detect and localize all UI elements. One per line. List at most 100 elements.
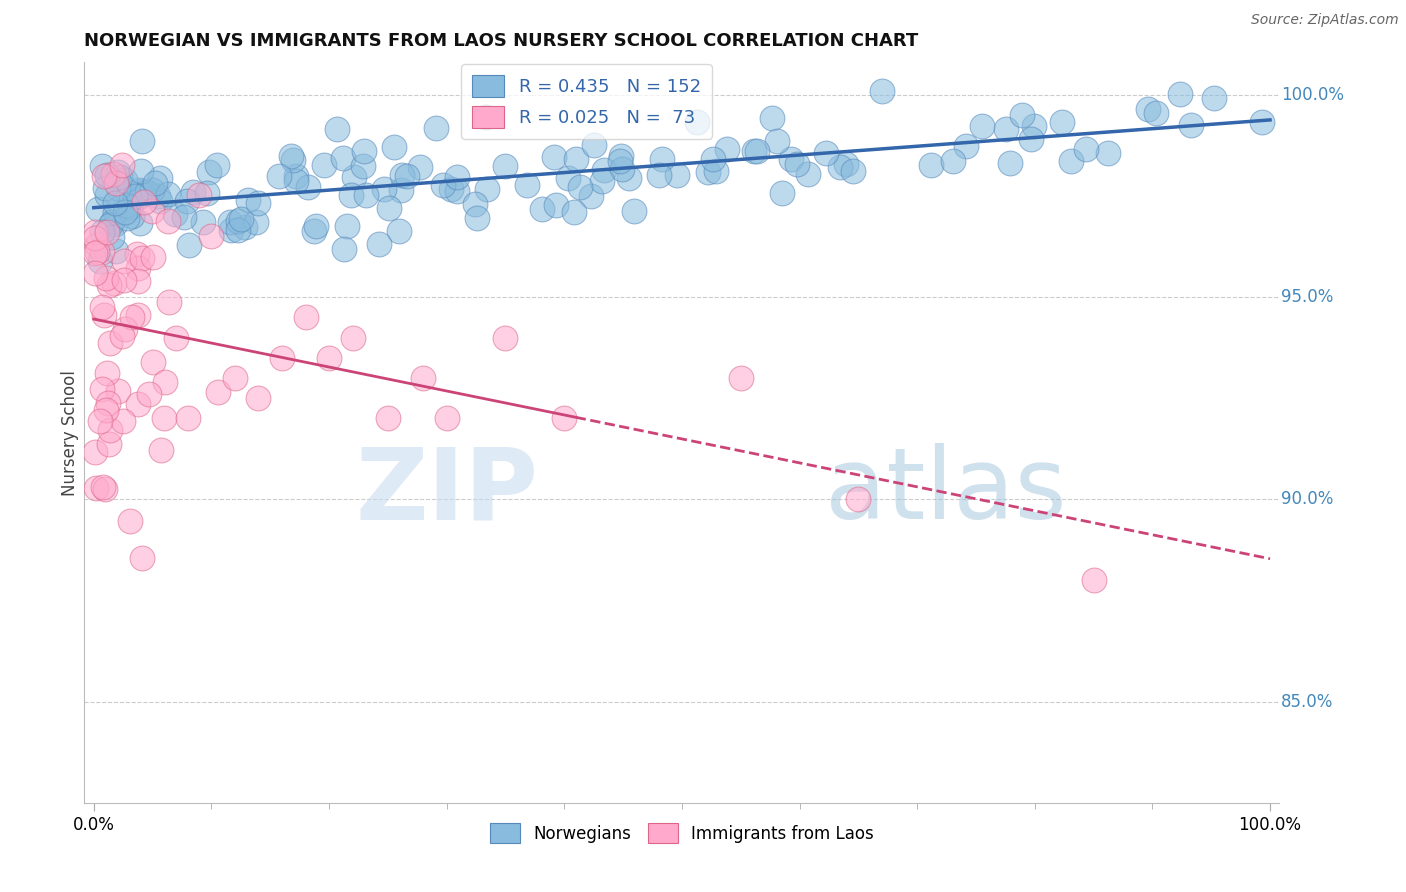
Point (84, 444, 107, 458)
Point (872, 84, 894, 98)
Point (388, 224, 411, 238)
Point (131, 551, 153, 566)
Point (173, 210, 195, 224)
Point (96, 402, 118, 417)
Point (475, 181, 498, 195)
Point (395, 169, 418, 184)
Point (104, 205, 127, 219)
Point (436, 411, 458, 425)
Point (565, 152, 588, 166)
Point (920, 158, 942, 172)
Point (218, 215, 240, 229)
Point (114, 173, 136, 187)
Point (368, 237, 391, 252)
Point (100, 215, 122, 229)
Point (325, 121, 347, 136)
Point (131, 134, 153, 148)
Point (336, 219, 359, 233)
Point (84, 230, 107, 244)
Point (89, 253, 111, 268)
Point (1144, 106, 1167, 120)
Point (562, 205, 585, 219)
Point (98, 335, 121, 350)
Point (142, 250, 165, 264)
Point (761, 111, 783, 125)
Point (814, 146, 837, 161)
Point (165, 207, 187, 221)
Point (96, 187, 118, 202)
Point (1019, 132, 1042, 146)
Point (1136, 102, 1159, 116)
Point (112, 273, 135, 287)
Point (165, 330, 187, 344)
Point (121, 209, 143, 223)
Point (343, 169, 366, 184)
Point (333, 242, 356, 256)
Point (125, 247, 148, 261)
Point (87, 202, 110, 216)
Point (267, 169, 290, 183)
Point (131, 184, 153, 198)
Point (623, 203, 645, 218)
Point (94, 482, 117, 496)
Point (942, 153, 965, 168)
Point (207, 158, 229, 172)
Point (846, 492, 869, 507)
Point (583, 137, 606, 152)
Point (90, 300, 112, 314)
Point (177, 411, 200, 425)
Point (103, 277, 125, 291)
Point (285, 174, 308, 188)
Point (280, 149, 302, 163)
Point (141, 204, 163, 219)
Point (127, 397, 149, 411)
Point (104, 195, 127, 210)
Point (569, 180, 592, 194)
Point (425, 120, 447, 135)
Point (294, 310, 316, 325)
Point (373, 182, 395, 196)
Point (995, 122, 1018, 136)
Point (475, 111, 498, 125)
Point (281, 153, 304, 168)
Point (246, 195, 269, 210)
Point (112, 254, 135, 268)
Point (1097, 145, 1119, 160)
Point (120, 200, 142, 214)
Point (766, 135, 789, 149)
Point (224, 371, 246, 385)
Point (389, 184, 412, 198)
Point (86, 238, 108, 252)
Point (105, 176, 128, 190)
Point (101, 230, 124, 244)
Point (696, 165, 718, 179)
Point (340, 188, 363, 202)
Point (543, 150, 565, 164)
Point (97, 395, 120, 409)
Point (617, 171, 640, 186)
Point (446, 184, 468, 198)
Point (353, 144, 375, 158)
Text: 95.0%: 95.0% (1281, 288, 1333, 306)
Point (111, 158, 134, 172)
Point (377, 411, 399, 425)
Text: 100.0%: 100.0% (1281, 86, 1344, 103)
Point (464, 197, 486, 211)
Point (314, 158, 336, 172)
Point (730, 371, 752, 385)
Point (84, 246, 107, 260)
Point (495, 330, 517, 344)
Point (128, 189, 150, 203)
Point (136, 185, 159, 199)
Point (114, 322, 136, 336)
Point (177, 238, 200, 252)
Point (593, 163, 616, 178)
Point (1050, 115, 1073, 129)
Point (118, 514, 141, 528)
Point (432, 178, 454, 192)
Point (391, 169, 413, 183)
Point (1076, 142, 1098, 156)
Point (142, 355, 165, 369)
Point (114, 198, 136, 212)
Point (195, 186, 218, 200)
